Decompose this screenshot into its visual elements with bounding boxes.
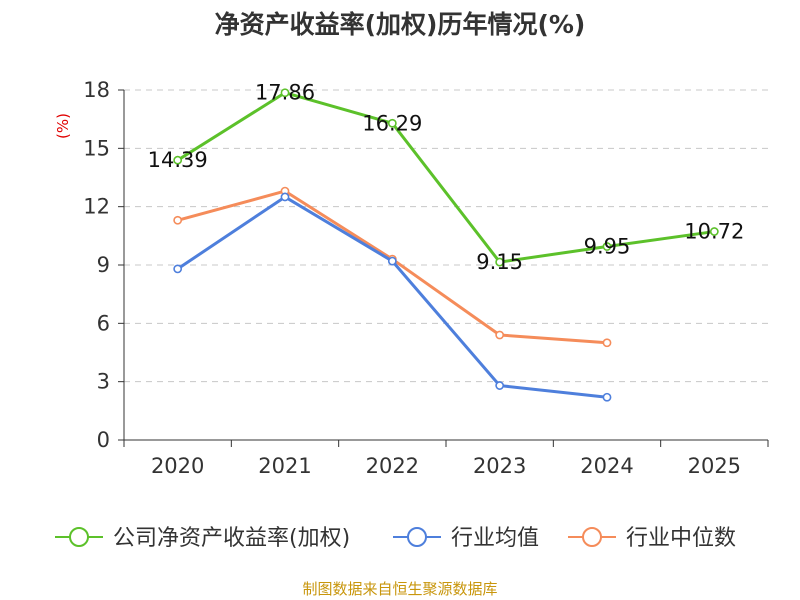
y-tick-label: 9 [97, 253, 110, 277]
legend-item[interactable]: 公司净资产收益率(加权) [55, 526, 350, 551]
legend-marker [69, 527, 89, 547]
legend-item[interactable]: 行业中位数 [568, 526, 736, 551]
data-label: 17.86 [255, 81, 315, 105]
y-tick-label: 18 [83, 78, 110, 102]
series-line [176, 195, 608, 399]
data-label: 9.15 [476, 250, 523, 274]
data-label: 14.39 [148, 148, 208, 172]
y-tick-label: 6 [97, 311, 110, 335]
data-labels: 14.39 17.86 16.29 9.15 9.95 10.72 [148, 81, 745, 274]
data-point[interactable] [173, 264, 183, 274]
legend-item[interactable]: 行业均值 [393, 526, 539, 551]
y-tick-label: 12 [83, 195, 110, 219]
chart-title: 净资产收益率(加权)历年情况(%) [215, 10, 586, 39]
series-line [176, 91, 715, 264]
data-label: 16.29 [362, 111, 422, 135]
data-point[interactable] [495, 257, 505, 267]
axes: 0 3 6 9 12 15 18 2020 2021 2022 2023 2024 2025 [83, 78, 769, 478]
data-point[interactable] [602, 242, 612, 251]
legend-label: 行业均值 [451, 526, 539, 551]
data-point[interactable] [387, 256, 397, 266]
x-tick-label: 2023 [473, 454, 526, 478]
series-line [177, 189, 608, 345]
x-tick-label: 2022 [366, 454, 419, 478]
y-axis-unit-label: (%) [54, 113, 72, 139]
data-label: 10.72 [684, 220, 744, 244]
data-point[interactable] [280, 88, 290, 98]
series-group [173, 88, 719, 402]
legend-label: 公司净资产收益率(加权) [113, 526, 350, 551]
y-tick-label: 3 [97, 370, 110, 394]
data-point[interactable] [495, 381, 505, 390]
x-tick-label: 2021 [258, 454, 311, 478]
legend-marker [582, 527, 602, 547]
data-point[interactable] [173, 215, 183, 225]
data-label: 9.95 [584, 235, 631, 259]
data-point[interactable] [602, 338, 612, 348]
x-tick-label: 2024 [580, 454, 633, 478]
data-point[interactable] [602, 392, 612, 402]
y-tick-label: 15 [83, 136, 110, 160]
data-point[interactable] [709, 227, 719, 236]
legend-label: 行业中位数 [626, 526, 736, 551]
data-point[interactable] [387, 118, 397, 128]
data-point[interactable] [280, 192, 290, 202]
data-point[interactable] [173, 155, 183, 165]
x-tick-label: 2020 [151, 454, 204, 478]
x-tick-label: 2025 [688, 454, 741, 478]
source-note: 制图数据来自恒生聚源数据库 [302, 580, 497, 598]
y-tick-label: 0 [97, 428, 110, 452]
legend-marker [407, 527, 427, 547]
legend: 公司净资产收益率(加权) 行业均值 行业中位数 [55, 526, 736, 551]
data-point[interactable] [495, 330, 505, 340]
